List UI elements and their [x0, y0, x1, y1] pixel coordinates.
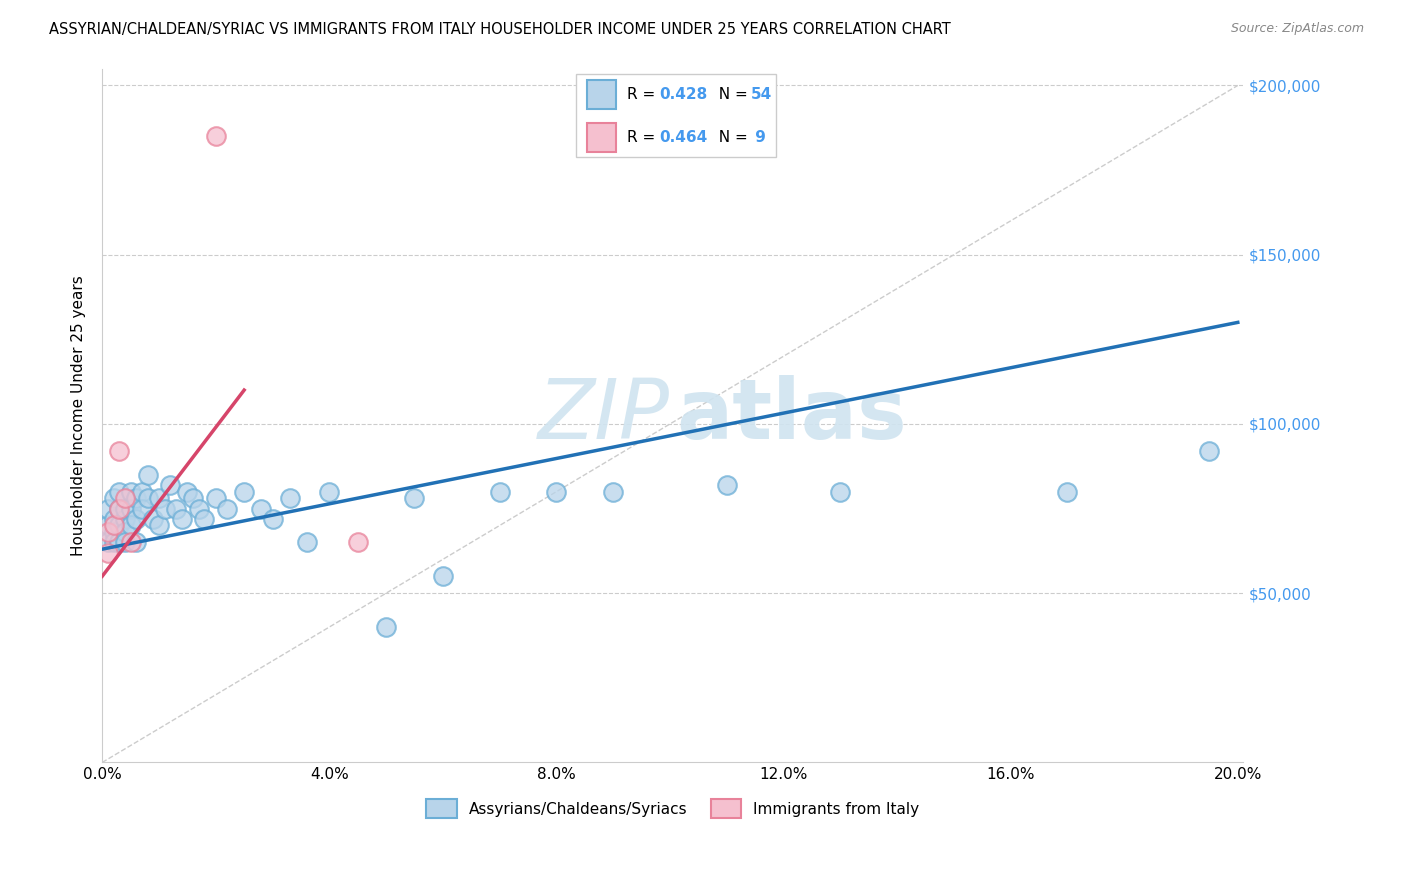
Assyrians/Chaldeans/Syriacs [114, 501, 136, 516]
Assyrians/Chaldeans/Syriacs [187, 501, 209, 516]
Assyrians/Chaldeans/Syriacs [170, 512, 193, 526]
Assyrians/Chaldeans/Syriacs [120, 501, 142, 516]
Assyrians/Chaldeans/Syriacs [278, 491, 301, 506]
Assyrians/Chaldeans/Syriacs [108, 501, 131, 516]
Assyrians/Chaldeans/Syriacs [159, 478, 181, 492]
Assyrians/Chaldeans/Syriacs [716, 478, 738, 492]
Assyrians/Chaldeans/Syriacs [97, 518, 120, 533]
Immigrants from Italy [103, 518, 125, 533]
Bar [576, 74, 776, 157]
Text: R =: R = [627, 130, 661, 145]
Immigrants from Italy [120, 535, 142, 549]
Assyrians/Chaldeans/Syriacs [136, 467, 159, 482]
Immigrants from Italy [108, 444, 131, 458]
Text: atlas: atlas [676, 375, 907, 456]
Text: ASSYRIAN/CHALDEAN/SYRIAC VS IMMIGRANTS FROM ITALY HOUSEHOLDER INCOME UNDER 25 YE: ASSYRIAN/CHALDEAN/SYRIAC VS IMMIGRANTS F… [49, 22, 950, 37]
Assyrians/Chaldeans/Syriacs [131, 501, 153, 516]
Immigrants from Italy [204, 129, 226, 144]
Immigrants from Italy [114, 491, 136, 506]
Text: Source: ZipAtlas.com: Source: ZipAtlas.com [1230, 22, 1364, 36]
Assyrians/Chaldeans/Syriacs [193, 512, 215, 526]
Assyrians/Chaldeans/Syriacs [181, 491, 204, 506]
Text: R =: R = [627, 87, 661, 103]
Assyrians/Chaldeans/Syriacs [375, 620, 398, 634]
Assyrians/Chaldeans/Syriacs [114, 512, 136, 526]
Assyrians/Chaldeans/Syriacs [148, 491, 170, 506]
Text: N =: N = [710, 130, 754, 145]
Assyrians/Chaldeans/Syriacs [1056, 484, 1078, 499]
Assyrians/Chaldeans/Syriacs [1198, 444, 1220, 458]
Assyrians/Chaldeans/Syriacs [125, 535, 148, 549]
Assyrians/Chaldeans/Syriacs [176, 484, 198, 499]
Text: 54: 54 [751, 87, 772, 103]
Assyrians/Chaldeans/Syriacs [114, 525, 136, 540]
Assyrians/Chaldeans/Syriacs [120, 518, 142, 533]
Assyrians/Chaldeans/Syriacs [217, 501, 239, 516]
Assyrians/Chaldeans/Syriacs [97, 535, 120, 549]
Assyrians/Chaldeans/Syriacs [125, 491, 148, 506]
Assyrians/Chaldeans/Syriacs [142, 512, 165, 526]
Assyrians/Chaldeans/Syriacs [108, 484, 131, 499]
Assyrians/Chaldeans/Syriacs [153, 501, 176, 516]
Assyrians/Chaldeans/Syriacs [318, 484, 340, 499]
Assyrians/Chaldeans/Syriacs [488, 484, 510, 499]
Text: ZIP: ZIP [537, 375, 669, 456]
Immigrants from Italy [97, 525, 120, 540]
Text: 0.428: 0.428 [659, 87, 707, 103]
Assyrians/Chaldeans/Syriacs [432, 569, 454, 583]
Assyrians/Chaldeans/Syriacs [830, 484, 852, 499]
Assyrians/Chaldeans/Syriacs [295, 535, 318, 549]
Assyrians/Chaldeans/Syriacs [204, 491, 226, 506]
Text: 0.464: 0.464 [659, 130, 707, 145]
Assyrians/Chaldeans/Syriacs [103, 535, 125, 549]
Assyrians/Chaldeans/Syriacs [131, 484, 153, 499]
Immigrants from Italy [346, 535, 368, 549]
Assyrians/Chaldeans/Syriacs [103, 491, 125, 506]
Immigrants from Italy [97, 545, 120, 559]
Bar [588, 80, 616, 110]
Assyrians/Chaldeans/Syriacs [148, 518, 170, 533]
Assyrians/Chaldeans/Syriacs [165, 501, 187, 516]
Assyrians/Chaldeans/Syriacs [404, 491, 426, 506]
Bar [588, 123, 616, 153]
Assyrians/Chaldeans/Syriacs [108, 518, 131, 533]
Y-axis label: Householder Income Under 25 years: Householder Income Under 25 years [72, 275, 86, 556]
Assyrians/Chaldeans/Syriacs [250, 501, 273, 516]
Assyrians/Chaldeans/Syriacs [546, 484, 568, 499]
Assyrians/Chaldeans/Syriacs [114, 535, 136, 549]
Assyrians/Chaldeans/Syriacs [97, 501, 120, 516]
Assyrians/Chaldeans/Syriacs [602, 484, 624, 499]
Assyrians/Chaldeans/Syriacs [103, 525, 125, 540]
Assyrians/Chaldeans/Syriacs [120, 484, 142, 499]
Text: 9: 9 [751, 130, 766, 145]
Assyrians/Chaldeans/Syriacs [136, 491, 159, 506]
Assyrians/Chaldeans/Syriacs [262, 512, 284, 526]
Legend: Assyrians/Chaldeans/Syriacs, Immigrants from Italy: Assyrians/Chaldeans/Syriacs, Immigrants … [420, 793, 925, 824]
Assyrians/Chaldeans/Syriacs [103, 512, 125, 526]
Assyrians/Chaldeans/Syriacs [125, 512, 148, 526]
Text: N =: N = [710, 87, 754, 103]
Assyrians/Chaldeans/Syriacs [233, 484, 256, 499]
Assyrians/Chaldeans/Syriacs [108, 535, 131, 549]
Immigrants from Italy [108, 501, 131, 516]
